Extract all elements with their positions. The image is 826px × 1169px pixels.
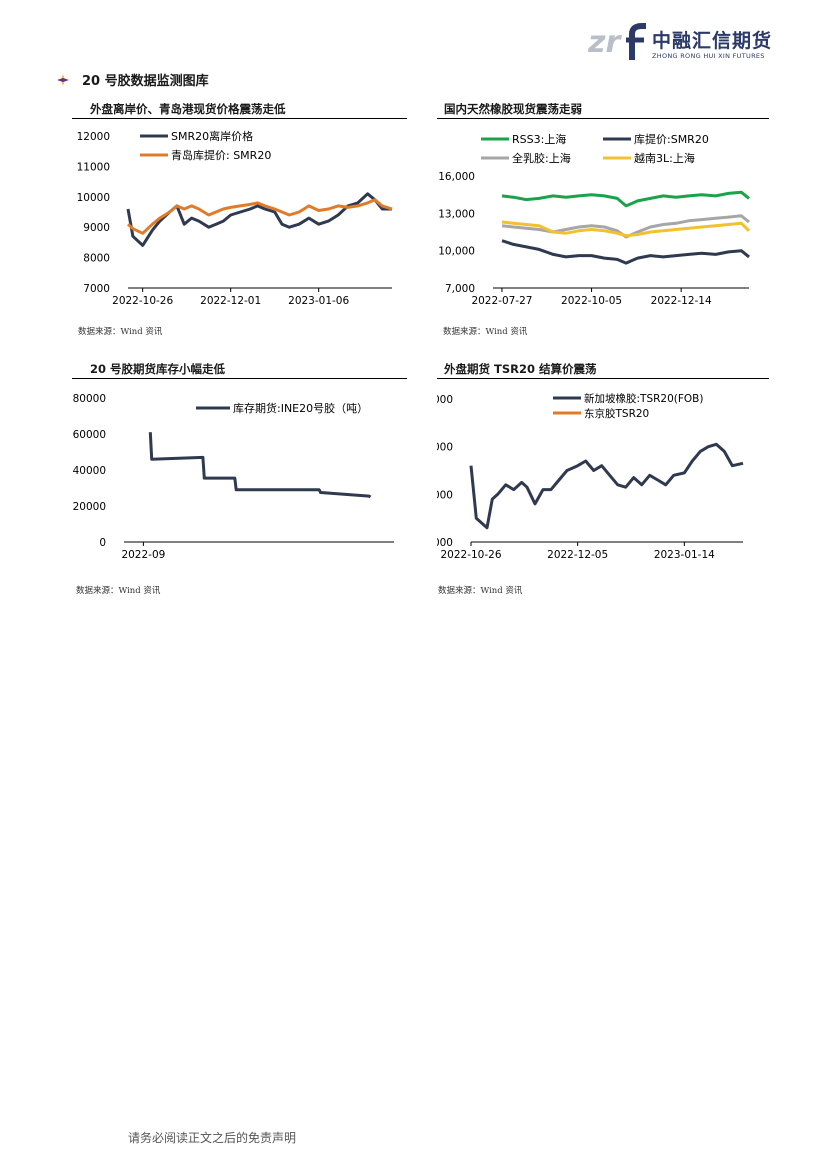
y-tick-label: 0 [99, 537, 106, 549]
x-tick-label: 2022-07-27 [471, 295, 532, 307]
panel-title-2: 国内天然橡胶现货震荡走弱 [444, 102, 582, 116]
y-tick-label: 11000 [437, 394, 453, 406]
legend-label: 越南3L:上海 [634, 151, 695, 165]
legend-label: SMR20离岸价格 [171, 129, 253, 143]
x-tick-label: 2022-12-05 [547, 549, 608, 561]
x-tick-label: 2022-12-01 [200, 295, 261, 307]
panel-rule-4 [437, 378, 769, 379]
x-tick-label: 2022-09 [121, 549, 165, 561]
y-tick-label: 10,000 [438, 246, 475, 258]
logo-text-en: ZHONG RONG HUI XIN FUTURES [652, 52, 765, 60]
zrf-logo-icon: zr [588, 23, 646, 60]
legend-label: 青岛库提价: SMR20 [171, 148, 271, 162]
panel-rule-2 [437, 118, 769, 119]
panel-rule-1 [72, 118, 407, 119]
bullet-icon [57, 73, 69, 86]
x-tick-label: 2022-10-26 [440, 549, 501, 561]
source-note-3: 数据来源：Wind 资讯 [76, 586, 161, 596]
y-tick-label: 9000 [437, 489, 453, 501]
disclaimer-footer: 请务必阅读正文之后的免责声明 [128, 1131, 297, 1145]
x-tick-label: 2023-01-14 [654, 549, 715, 561]
y-tick-label: 13,000 [438, 208, 475, 220]
svg-text:zr: zr [588, 25, 622, 60]
legend-label: 全乳胶:上海 [512, 151, 571, 165]
chart-ine20-inventory: 80000 60000 40000 20000 0 2022-09 库存期货:INE20号胶… [73, 393, 394, 561]
series-line [501, 239, 750, 265]
y-tick-label: 10000 [437, 442, 453, 454]
panel-title-3: 20 号胶期货库存小幅走低 [90, 362, 226, 376]
y-tick-label: 10000 [77, 192, 110, 204]
series-line [501, 190, 750, 208]
series-line [126, 192, 392, 247]
chart-tsr20-settlement: 11000 10000 9000 80002022-10-26 2022-12-05 20… [437, 392, 744, 561]
y-tick-label: 11000 [77, 161, 110, 173]
legend-label: 库存期货:INE20号胶（吨） [233, 401, 368, 415]
x-tick-label: 2022-10-05 [561, 295, 622, 307]
y-tick-label: 60000 [73, 429, 106, 441]
y-tick-label: 7,000 [445, 283, 475, 295]
y-tick-label: 12000 [77, 131, 110, 143]
section-title-text: 20 号胶数据监测图库 [82, 74, 209, 89]
source-note-4: 数据来源：Wind 资讯 [438, 586, 523, 596]
panel-title-4: 外盘期货 TSR20 结算价震荡 [444, 362, 597, 376]
legend-label: 东京胶TSR20 [584, 407, 649, 420]
panel-rule-3 [72, 378, 407, 379]
legend-label: 库提价:SMR20 [634, 133, 709, 146]
series-line [126, 198, 393, 235]
y-tick-label: 9000 [83, 222, 110, 234]
legend-label: RSS3:上海 [512, 132, 566, 146]
y-tick-label: 7000 [83, 283, 110, 295]
logo-text-cn: 中融汇信期货 [652, 30, 773, 52]
x-tick-label: 2022-12-14 [651, 295, 712, 307]
source-note-2: 数据来源：Wind 资讯 [443, 327, 528, 337]
y-tick-label: 40000 [73, 465, 106, 477]
series-line [469, 442, 744, 530]
y-tick-label: 16,000 [438, 171, 475, 183]
source-note-1: 数据来源：Wind 资讯 [78, 327, 163, 337]
section-title: 20 号胶数据监测图库 [56, 70, 209, 89]
x-tick-label: 2022-10-26 [112, 295, 173, 307]
company-logo: zr 中融汇信期货 ZHONG RONG HUI XIN FUTURES [588, 22, 778, 66]
y-tick-label: 8000 [83, 253, 110, 265]
x-tick-label: 2023-01-06 [288, 295, 349, 307]
legend-label: 新加坡橡胶:TSR20(FOB) [584, 392, 703, 405]
y-tick-label: 8000 [437, 537, 453, 549]
panel-title-1: 外盘离岸价、青岛港现货价格震荡走低 [90, 102, 286, 116]
series-line [501, 220, 751, 238]
series-line [148, 432, 372, 499]
y-tick-label: 80000 [73, 393, 106, 405]
y-tick-label: 20000 [73, 501, 106, 513]
